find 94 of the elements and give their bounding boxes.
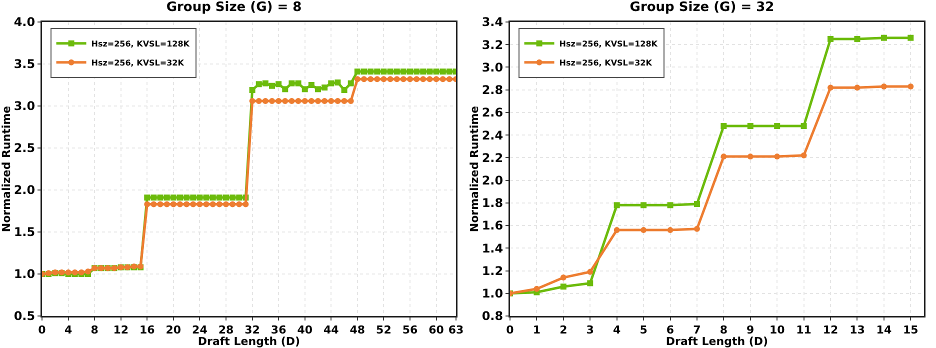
point	[587, 268, 594, 275]
point	[560, 284, 566, 290]
y-tick-label: 3.0	[482, 60, 504, 74]
point	[854, 36, 860, 42]
x-tick-label: 1	[532, 324, 541, 337]
x-tick-label: 24	[192, 324, 208, 337]
point	[667, 202, 674, 208]
x-tick-label: 12	[113, 324, 129, 337]
x-tick-label: 8	[720, 324, 728, 337]
y-tick-label: 1.8	[482, 196, 504, 210]
y-tick-label: 2.0	[482, 174, 504, 188]
x-tick-label: 15	[902, 324, 918, 337]
x-tick-label: 14	[876, 324, 892, 337]
x-tick-label: 60	[428, 324, 444, 337]
x-tick-label: 63	[448, 324, 464, 337]
x-tick-label: 36	[270, 324, 287, 337]
x-axis-title: Draft Length (D)	[198, 335, 300, 348]
x-tick-label: 9	[746, 324, 754, 337]
point	[828, 36, 834, 42]
x-tick-label: 7	[693, 324, 701, 337]
point	[800, 152, 807, 158]
y-tick-label: 3.4	[482, 15, 504, 30]
x-tick-label: 0	[506, 324, 514, 337]
legend-label: Hsz=256, KVSL=32K	[91, 58, 185, 68]
y-tick-label: 4.0	[14, 15, 36, 30]
y-tick-label: 1.0	[482, 286, 504, 301]
y-tick-label: 2.5	[14, 141, 36, 156]
y-tick-label: 1.0	[14, 267, 36, 282]
point	[880, 83, 887, 90]
x-tick-label: 8	[90, 324, 98, 337]
x-tick-label: 4	[613, 324, 622, 337]
y-tick-label: 3.5	[14, 57, 36, 72]
y-tick-label: 2.8	[482, 83, 504, 98]
point	[720, 154, 727, 160]
x-tick-label: 12	[822, 324, 838, 337]
x-tick-label: 10	[769, 324, 786, 337]
y-axis-title: Normalized Runtime	[0, 106, 13, 232]
y-tick-label: 1.2	[482, 264, 504, 278]
x-tick-label: 6	[666, 324, 674, 337]
point	[720, 123, 727, 130]
x-tick-label: 4	[64, 324, 72, 337]
x-tick-label: 0	[38, 324, 46, 337]
point	[774, 123, 780, 130]
point	[828, 84, 834, 91]
y-tick-label: 3.0	[14, 99, 36, 114]
y-tick-label: 2.6	[482, 106, 504, 120]
point	[614, 227, 620, 234]
x-tick-label: 5	[640, 324, 648, 337]
legend-label: Hsz=256, KVSL=32K	[559, 58, 653, 68]
point	[640, 202, 647, 208]
point	[560, 274, 566, 281]
x-tick-label: 13	[850, 324, 865, 337]
x-axis-title: Draft Length (D)	[666, 335, 768, 348]
point	[694, 201, 700, 208]
x-tick-label: 2	[560, 324, 568, 337]
x-tick-label: 52	[376, 324, 392, 337]
y-tick-label: 1.6	[482, 218, 504, 233]
point	[694, 226, 700, 232]
chart-title: Group Size (G) = 8	[166, 0, 302, 15]
y-tick-label: 0.5	[14, 309, 36, 324]
legend-label: Hsz=256, KVSL=128K	[91, 40, 190, 48]
y-tick-label: 2.4	[482, 128, 504, 142]
x-tick-label: 48	[350, 324, 366, 337]
x-tick-label: 28	[218, 324, 234, 337]
point	[800, 123, 807, 130]
x-tick-label: 16	[139, 324, 156, 337]
legend-label: Hsz=256, KVSL=128K	[559, 40, 658, 48]
x-tick-label: 11	[796, 324, 812, 337]
point	[880, 34, 887, 41]
x-tick-label: 3	[586, 324, 594, 337]
point	[908, 83, 914, 90]
y-tick-label: 3.2	[482, 38, 504, 52]
y-tick-label: 0.8	[482, 309, 504, 324]
chart-title: Group Size (G) = 32	[630, 0, 774, 15]
point	[667, 227, 674, 234]
x-tick-label: 32	[244, 324, 260, 337]
point	[747, 154, 754, 160]
x-tick-label: 44	[323, 324, 340, 337]
point	[534, 286, 540, 292]
y-tick-label: 2.0	[14, 183, 36, 198]
point	[640, 227, 647, 234]
point	[587, 280, 594, 286]
y-tick-label: 1.5	[14, 225, 36, 240]
point	[747, 123, 754, 130]
point	[908, 34, 914, 41]
y-tick-label: 1.4	[482, 241, 504, 256]
point	[614, 202, 620, 208]
point	[854, 84, 860, 91]
y-tick-label: 2.2	[482, 150, 504, 165]
x-tick-label: 56	[402, 324, 418, 337]
x-tick-label: 20	[166, 324, 182, 337]
point	[774, 154, 780, 160]
y-axis-title: Normalized Runtime	[468, 106, 481, 232]
x-tick-label: 40	[297, 324, 313, 337]
